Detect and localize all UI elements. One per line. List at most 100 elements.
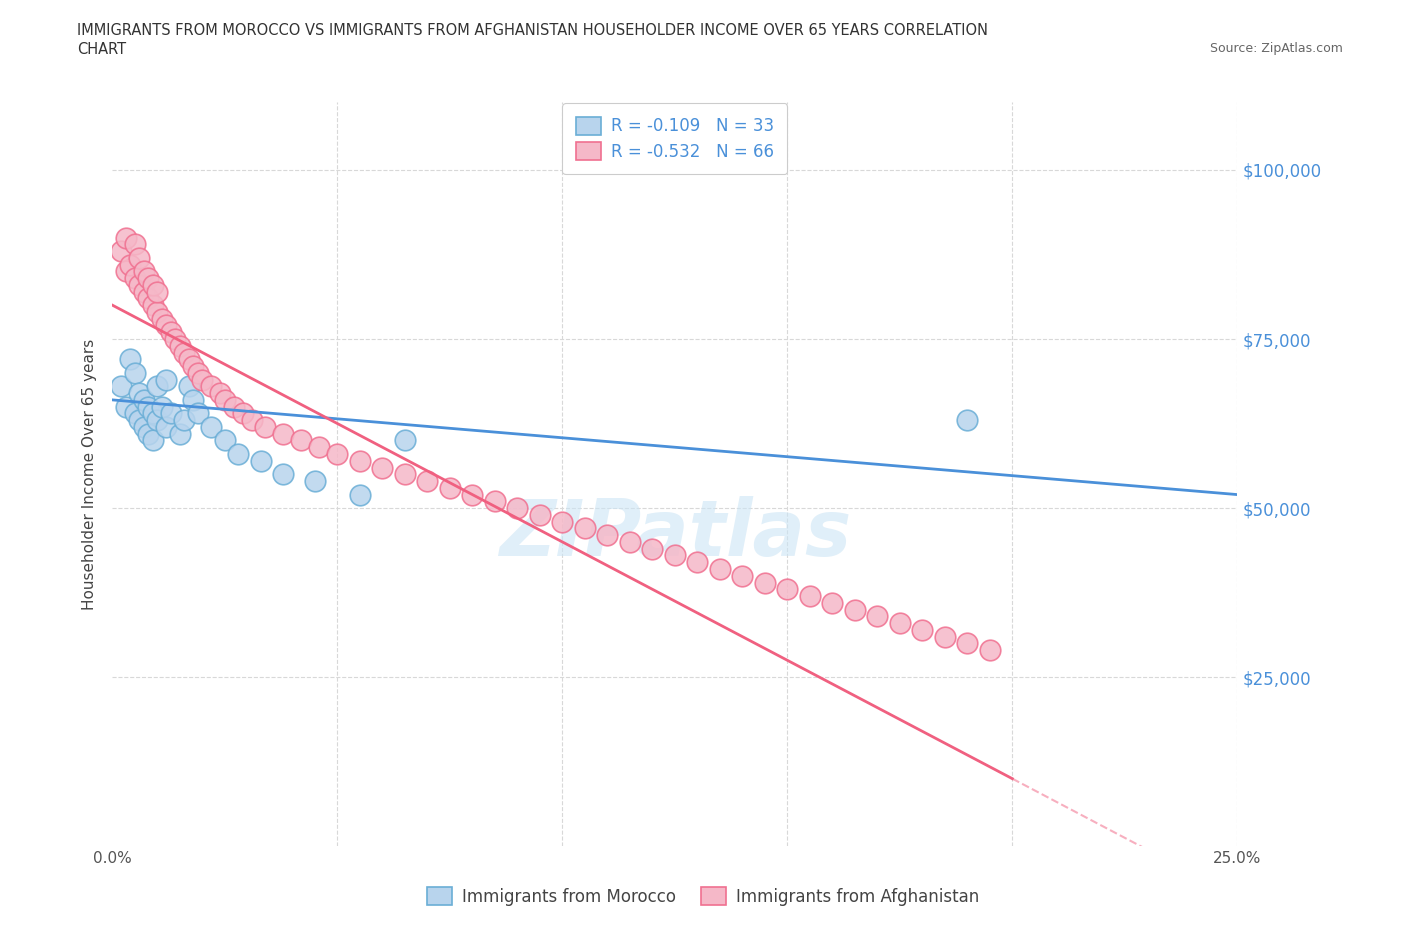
Point <box>979 643 1001 658</box>
Text: IMMIGRANTS FROM MOROCCO VS IMMIGRANTS FROM AFGHANISTAN HOUSEHOLDER INCOME OVER 6: IMMIGRANTS FROM MOROCCO VS IMMIGRANTS FR… <box>77 23 988 38</box>
Point <box>304 473 326 488</box>
Point <box>120 352 142 366</box>
Point <box>754 575 776 590</box>
Point <box>290 433 312 448</box>
Point <box>165 332 187 347</box>
Point <box>132 419 155 434</box>
Point <box>200 419 222 434</box>
Point <box>132 264 155 279</box>
Point <box>664 548 686 563</box>
Point <box>956 413 979 428</box>
Point <box>222 399 245 414</box>
Point <box>308 440 330 455</box>
Point <box>394 433 416 448</box>
Point <box>619 535 641 550</box>
Point <box>209 386 232 401</box>
Point <box>173 345 195 360</box>
Point <box>146 285 169 299</box>
Point <box>934 630 956 644</box>
Point <box>138 271 160 286</box>
Point <box>138 291 160 306</box>
Point <box>128 250 150 265</box>
Point <box>254 419 277 434</box>
Point <box>371 460 394 475</box>
Point <box>214 392 236 407</box>
Point <box>641 541 664 556</box>
Point <box>146 304 169 319</box>
Point <box>142 406 165 421</box>
Point <box>128 413 150 428</box>
Point <box>169 339 191 353</box>
Point <box>150 399 173 414</box>
Point <box>349 453 371 468</box>
Point <box>128 277 150 292</box>
Point <box>138 426 160 441</box>
Y-axis label: Householder Income Over 65 years: Householder Income Over 65 years <box>82 339 97 610</box>
Point <box>115 230 138 245</box>
Point <box>155 372 177 387</box>
Point <box>506 500 529 515</box>
Point <box>110 379 132 393</box>
Point <box>115 264 138 279</box>
Point <box>146 379 169 393</box>
Point <box>124 406 146 421</box>
Point <box>911 622 934 637</box>
Point <box>686 555 709 570</box>
Point <box>128 386 150 401</box>
Point <box>776 582 799 597</box>
Point <box>142 298 165 312</box>
Point <box>416 473 439 488</box>
Point <box>709 562 731 577</box>
Point <box>956 636 979 651</box>
Point <box>160 406 183 421</box>
Point <box>187 365 209 380</box>
Point <box>250 453 273 468</box>
Text: ZIPatlas: ZIPatlas <box>499 496 851 572</box>
Point <box>529 508 551 523</box>
Point <box>228 446 250 461</box>
Point <box>115 399 138 414</box>
Point <box>731 568 754 583</box>
Point <box>177 352 200 366</box>
Point <box>273 426 295 441</box>
Point <box>183 392 205 407</box>
Point <box>155 419 177 434</box>
Point <box>214 433 236 448</box>
Point <box>142 277 165 292</box>
Point <box>574 521 596 536</box>
Point <box>551 514 574 529</box>
Text: Source: ZipAtlas.com: Source: ZipAtlas.com <box>1209 42 1343 55</box>
Legend: R = -0.109   N = 33, R = -0.532   N = 66: R = -0.109 N = 33, R = -0.532 N = 66 <box>562 103 787 174</box>
Point <box>461 487 484 502</box>
Point <box>200 379 222 393</box>
Point <box>155 318 177 333</box>
Point <box>132 285 155 299</box>
Point <box>596 527 619 542</box>
Point <box>146 413 169 428</box>
Point <box>394 467 416 482</box>
Point <box>187 406 209 421</box>
Point <box>124 237 146 252</box>
Point <box>349 487 371 502</box>
Point <box>484 494 506 509</box>
Point <box>821 595 844 610</box>
Point <box>124 271 146 286</box>
Point <box>173 413 195 428</box>
Point <box>110 244 132 259</box>
Point <box>124 365 146 380</box>
Point <box>326 446 349 461</box>
Point <box>439 481 461 496</box>
Point <box>799 589 821 604</box>
Legend: Immigrants from Morocco, Immigrants from Afghanistan: Immigrants from Morocco, Immigrants from… <box>420 881 986 912</box>
Point <box>132 392 155 407</box>
Point <box>273 467 295 482</box>
Point <box>177 379 200 393</box>
Point <box>240 413 263 428</box>
Point <box>191 372 214 387</box>
Point <box>183 359 205 374</box>
Point <box>142 433 165 448</box>
Point <box>844 602 866 617</box>
Point <box>866 609 889 624</box>
Point <box>889 616 911 631</box>
Point <box>160 325 183 339</box>
